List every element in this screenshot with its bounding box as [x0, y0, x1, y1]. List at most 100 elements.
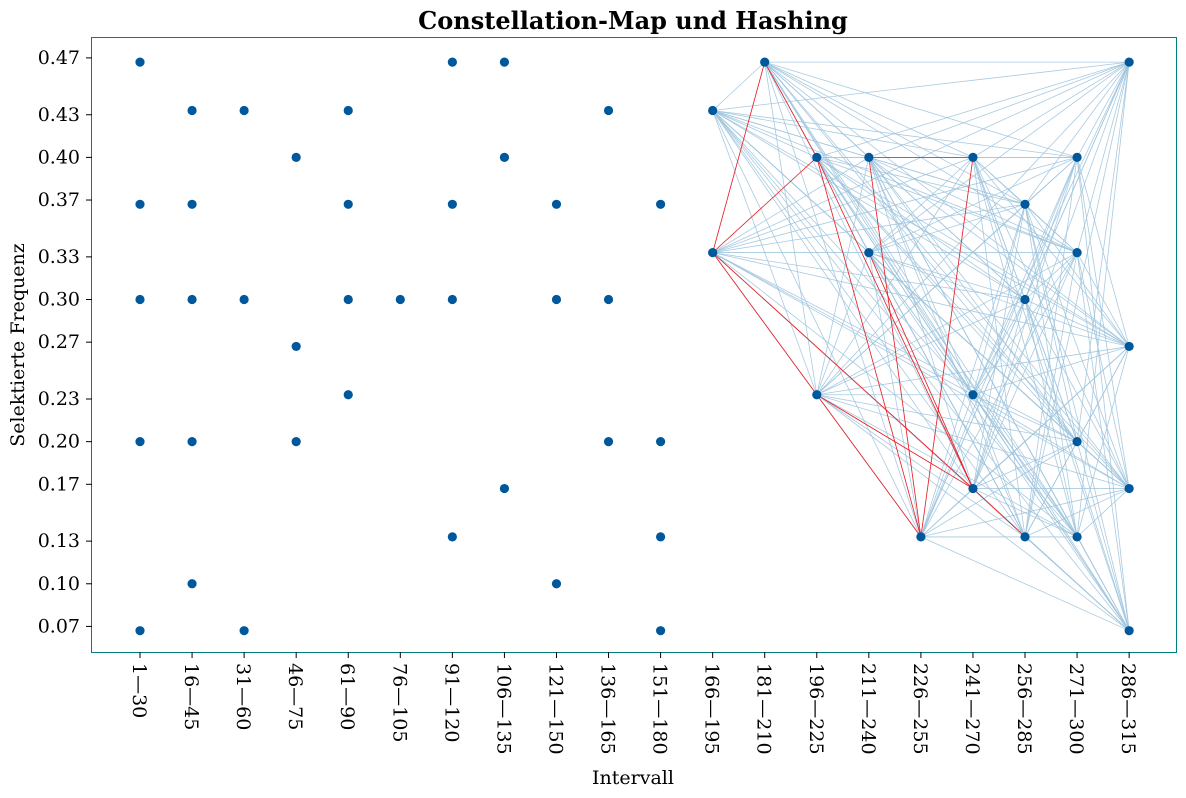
constellation-edge: [972, 204, 1026, 395]
peak-point: [916, 532, 926, 542]
y-tick-label: 0.13: [38, 530, 80, 552]
constellation-edge: [764, 61, 1078, 158]
constellation-edge: [1024, 299, 1130, 631]
hash-edge: [816, 157, 974, 489]
constellation-edge: [868, 252, 1130, 631]
peak-point: [239, 105, 249, 116]
hash-edge: [868, 157, 922, 537]
peak-point: [447, 294, 457, 305]
x-tick-label: 31—60: [232, 663, 254, 730]
constellation-edge: [712, 61, 1130, 111]
peak-point: [187, 579, 197, 589]
constellation-edge: [868, 61, 1130, 158]
constellation-edge: [972, 252, 1078, 489]
peak-point: [968, 390, 978, 400]
hash-edge: [764, 61, 818, 158]
constellation-edge: [712, 110, 1026, 538]
x-axis-label: Intervall: [592, 767, 674, 789]
y-tick-label: 0.37: [38, 189, 80, 211]
constellation-edge: [1024, 62, 1130, 300]
constellation-edge: [1076, 536, 1130, 631]
constellation-edge: [1076, 62, 1130, 253]
constellation-edge: [816, 394, 1026, 538]
constellation-edge: [1024, 252, 1078, 537]
y-axis-label: Selektierte Frequenz: [7, 243, 29, 446]
constellation-edge: [868, 157, 974, 253]
hash-edge: [816, 394, 922, 538]
y-tick-label: 0.20: [38, 431, 80, 453]
hash-edge: [816, 157, 922, 537]
constellation-edge: [972, 204, 1026, 489]
peak-point: [656, 532, 666, 542]
y-tick-label: 0.10: [38, 573, 80, 595]
y-tick-label: 0.30: [38, 289, 80, 311]
constellation-edge: [868, 252, 922, 537]
constellation-edge: [1024, 252, 1078, 300]
hash-edge: [712, 252, 974, 489]
peak-point: [395, 294, 405, 305]
x-tick-label: 151—180: [649, 663, 671, 755]
constellation-edge: [1024, 157, 1078, 537]
constellation-edge: [868, 157, 1078, 442]
x-tick-label: 76—105: [388, 663, 410, 742]
constellation-edge: [1024, 299, 1130, 347]
constellation-edge: [972, 394, 1130, 631]
x-tick-label: 46—75: [284, 663, 306, 730]
peak-point: [343, 294, 353, 305]
constellation-edge: [1076, 62, 1130, 442]
constellation-edge: [972, 299, 1026, 489]
peak-point: [187, 199, 197, 209]
x-tick-label: 121—150: [544, 663, 566, 755]
peak-point: [343, 390, 353, 400]
constellation-edge: [972, 394, 1078, 538]
peak-point: [968, 483, 978, 494]
constellation-edge: [1024, 536, 1130, 631]
constellation-edge: [868, 157, 974, 395]
peak-point: [499, 152, 510, 162]
peak-point: [708, 248, 718, 258]
x-tick-label: 91—120: [440, 663, 462, 742]
point-layer: [135, 57, 1134, 636]
constellation-edge: [1024, 62, 1130, 537]
x-tick-label: 106—135: [492, 663, 514, 755]
constellation-edge: [816, 157, 1078, 253]
constellation-edge: [1076, 346, 1130, 537]
constellation-edge: [868, 157, 1078, 253]
constellation-edge: [1024, 157, 1078, 300]
y-axis: 0.07 0.10 0.13 0.17 0.20 0.23 0.27 0.30 0.33 0.37…: [38, 47, 92, 637]
constellation-edge: [764, 61, 974, 158]
peak-point: [187, 437, 197, 447]
hash-edge: [712, 252, 818, 395]
peak-point: [1124, 57, 1134, 67]
plot-frame: [91, 37, 1177, 653]
constellation-edge: [920, 394, 974, 538]
peak-point: [291, 152, 301, 162]
constellation-edge: [1076, 252, 1130, 489]
hash-edge: [712, 62, 766, 253]
x-tick-label: 61—90: [336, 663, 358, 730]
peak-point: [656, 626, 666, 636]
constellation-edge: [972, 394, 1130, 489]
peak-point: [551, 294, 562, 305]
peak-point: [239, 626, 249, 636]
constellation-edge: [868, 157, 974, 489]
peak-point: [1072, 532, 1082, 542]
hash-edge: [868, 252, 974, 489]
edge-layer: [712, 61, 1130, 632]
constellation-edge: [972, 441, 1078, 489]
peak-point: [135, 437, 145, 447]
y-tick-label: 0.47: [38, 47, 80, 69]
constellation-edge: [764, 62, 922, 538]
peak-point: [447, 57, 457, 67]
x-tick-label: 166—195: [701, 663, 723, 755]
hash-edge: [972, 488, 1026, 538]
peak-point: [343, 199, 353, 209]
peak-point: [291, 437, 301, 447]
peak-point: [1020, 532, 1030, 542]
x-tick-label: 181—210: [753, 663, 775, 755]
constellation-edge: [1024, 61, 1130, 205]
peak-point: [187, 294, 197, 305]
x-tick-label: 1—30: [128, 663, 150, 718]
constellation-edge: [1024, 488, 1130, 538]
constellation-edge: [764, 62, 818, 395]
